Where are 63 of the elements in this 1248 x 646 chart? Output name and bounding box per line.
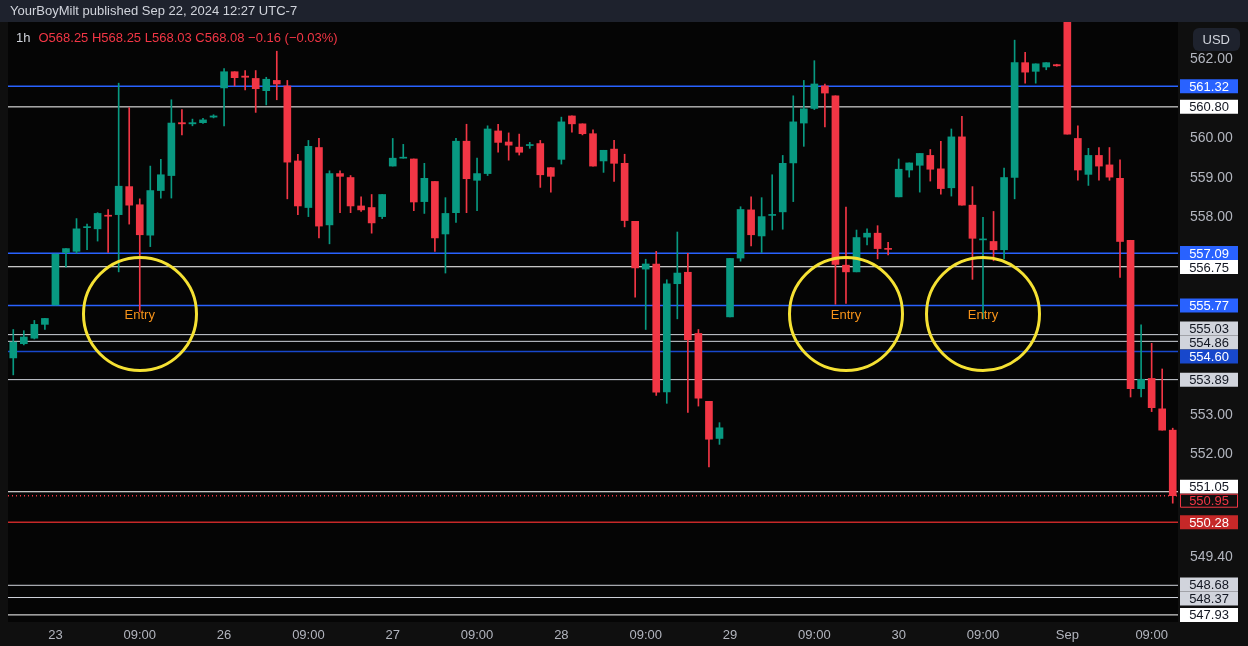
x-tick-label: 27 bbox=[385, 627, 400, 643]
ref-line-label: 548.68 bbox=[1189, 576, 1229, 592]
x-tick-label: 23 bbox=[48, 627, 63, 643]
candlestick bbox=[884, 241, 892, 256]
annotation: Entry bbox=[123, 307, 156, 322]
x-tick-label: 09:00 bbox=[629, 627, 662, 643]
candlestick bbox=[241, 70, 249, 91]
ref-line-label: 556.75 bbox=[1189, 259, 1229, 275]
y-tick-label: 558.00 bbox=[1190, 208, 1234, 225]
candlestick bbox=[473, 157, 481, 212]
x-tick-label: 29 bbox=[722, 627, 738, 643]
x-tick-label: 09:00 bbox=[292, 627, 325, 643]
candlestick bbox=[114, 82, 123, 273]
candlestick bbox=[178, 109, 186, 136]
ref-line-label: 555.03 bbox=[1189, 321, 1229, 337]
x-tick-label: 09:00 bbox=[966, 627, 1000, 643]
ref-line-label: 547.93 bbox=[1189, 607, 1229, 623]
candlestick bbox=[399, 144, 408, 159]
x-tick-label: 30 bbox=[891, 627, 906, 643]
ref-line-label: 554.60 bbox=[1189, 349, 1229, 365]
annotation: Entry bbox=[966, 307, 1000, 322]
candlestick bbox=[336, 170, 344, 213]
ref-line-label: 551.05 bbox=[1189, 479, 1229, 495]
ref-line-label: 561.32 bbox=[1189, 78, 1229, 94]
ref-line-label: 560.80 bbox=[1189, 99, 1229, 115]
candlestick bbox=[673, 231, 682, 320]
candlestick bbox=[641, 258, 650, 330]
x-tick-label: 09:00 bbox=[460, 627, 494, 643]
y-tick-label: 552.00 bbox=[1190, 445, 1234, 462]
x-tick-label: 09:00 bbox=[1135, 627, 1168, 643]
ref-line-label: 550.28 bbox=[1189, 514, 1229, 530]
ref-line-label: 555.77 bbox=[1189, 298, 1229, 313]
ref-line-label: 550.95 bbox=[1189, 493, 1229, 509]
candlestick bbox=[842, 206, 850, 304]
y-tick-label: 553.00 bbox=[1190, 405, 1234, 422]
text: YourBoyMilt published Sep 22, 2024 12:27 UTC-7 bbox=[10, 3, 298, 18]
candlestick bbox=[83, 223, 91, 251]
candlestick bbox=[272, 50, 281, 101]
candlestick bbox=[799, 80, 808, 147]
x-tick-label: 09:00 bbox=[123, 627, 157, 643]
candlestick bbox=[768, 174, 777, 231]
y-tick-label: 560.00 bbox=[1190, 129, 1234, 146]
x-tick-label: 26 bbox=[216, 627, 232, 643]
y-tick-label: 549.40 bbox=[1190, 547, 1234, 564]
ref-line-label: 554.86 bbox=[1189, 335, 1229, 351]
candlestick bbox=[525, 142, 534, 149]
text: 1h bbox=[16, 30, 31, 45]
x-tick-label: 28 bbox=[554, 627, 569, 643]
y-tick-label: 559.00 bbox=[1190, 168, 1234, 185]
candlestick bbox=[1137, 324, 1145, 398]
candlestick bbox=[104, 209, 112, 253]
candlestick bbox=[821, 83, 829, 128]
text: USD bbox=[1192, 28, 1240, 51]
ref-line-label: 548.37 bbox=[1189, 590, 1229, 606]
candlestick bbox=[125, 107, 134, 225]
annotation: Entry bbox=[829, 307, 863, 322]
y-tick-label: 562.00 bbox=[1190, 50, 1234, 67]
candlestick bbox=[251, 70, 260, 113]
text: O568.25 H568.25 L568.03 C568.08 −0.16 (−0.03%) bbox=[38, 30, 338, 45]
ref-line-label: 557.09 bbox=[1189, 245, 1229, 261]
x-tick-label: Sep bbox=[1055, 627, 1079, 643]
ref-line-label: 553.89 bbox=[1189, 372, 1229, 388]
x-tick-label: 09:00 bbox=[798, 627, 831, 643]
